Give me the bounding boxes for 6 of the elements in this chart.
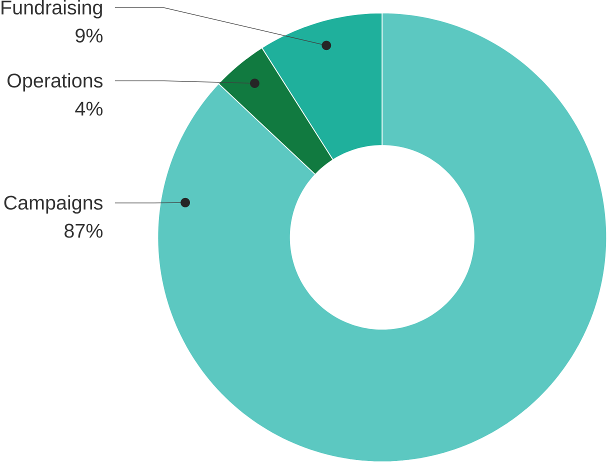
slice-label: Operations <box>8 73 103 92</box>
slice-label: Fundraising <box>2 0 102 18</box>
data-label: 87% <box>64 224 103 238</box>
data-label: 9% <box>76 28 103 42</box>
data-label: 4% <box>75 102 103 116</box>
slice-label: Campaigns <box>4 195 103 214</box>
